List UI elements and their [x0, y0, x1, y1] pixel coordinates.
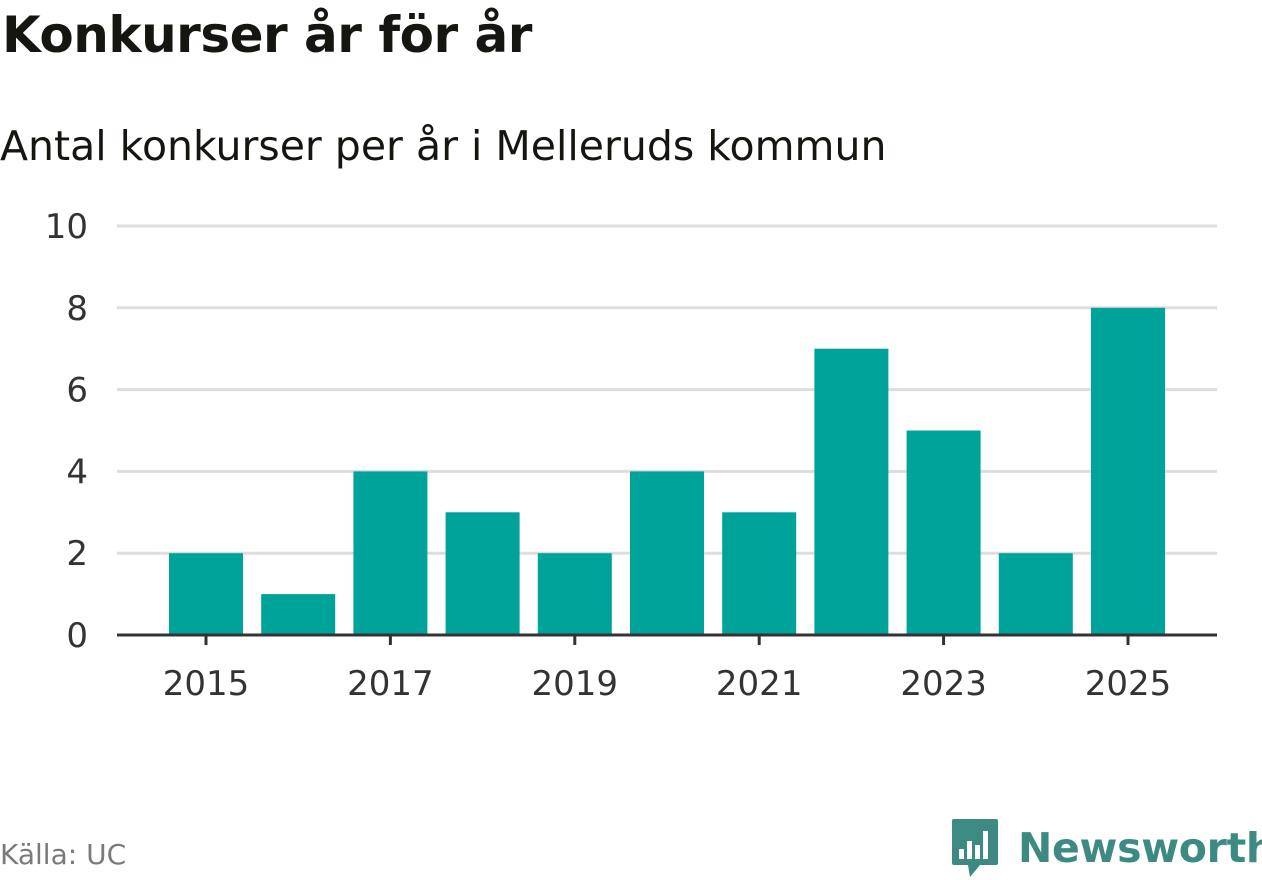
bar-2018 [445, 512, 520, 635]
source-note: Källa: UC [0, 838, 127, 871]
bar-2017 [353, 471, 428, 635]
x-tick-label: 2015 [163, 664, 250, 704]
x-tick-label: 2021 [716, 664, 803, 704]
bars [169, 307, 1165, 635]
bar-2020 [630, 471, 704, 635]
brand-logo: Newsworthy [950, 816, 1262, 880]
bar-chart-badge-icon [952, 819, 998, 877]
bar-2025 [1091, 307, 1165, 635]
brand-name: Newsworthy [1018, 824, 1262, 872]
y-tick-label: 0 [66, 616, 88, 656]
bar-2021 [722, 512, 797, 635]
axes: 0 2 4 6 8 10 2015 2017 2019 2021 2023 2025 [45, 207, 1217, 704]
x-tick-label: 2017 [347, 664, 434, 704]
bar-2024 [998, 553, 1073, 635]
x-tick-label: 2025 [1085, 664, 1172, 704]
bar-2015 [169, 553, 243, 635]
y-tick-label: 8 [66, 289, 88, 329]
bar-2016 [261, 594, 336, 635]
y-tick-label: 6 [66, 371, 88, 411]
chart-title: Konkurser år för år [2, 6, 532, 64]
y-tick-label: 10 [45, 207, 88, 247]
y-tick-label: 2 [66, 534, 88, 574]
chart-subtitle: Antal konkurser per år i Melleruds kommu… [0, 122, 887, 170]
bar-2019 [537, 553, 612, 635]
bar-chart: 0 2 4 6 8 10 2015 2017 2019 2021 2023 2025 [45, 207, 1217, 704]
x-tick-label: 2019 [532, 664, 619, 704]
bar-2023 [906, 430, 981, 635]
y-tick-label: 4 [66, 452, 88, 492]
bar-2022 [814, 348, 889, 635]
x-tick-label: 2023 [900, 664, 987, 704]
